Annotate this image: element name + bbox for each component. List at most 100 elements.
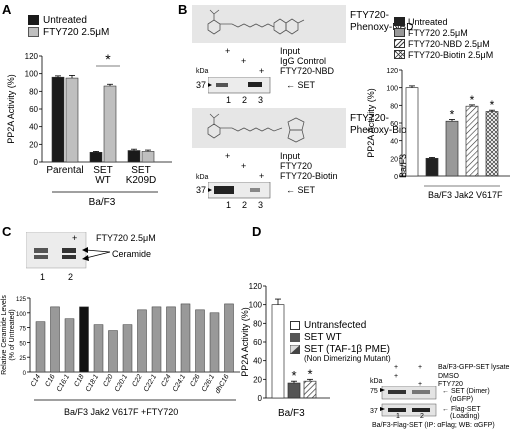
structure-biotin-label-1: FTY720- bbox=[350, 113, 389, 124]
y-tick-label: 75 bbox=[19, 327, 26, 333]
dblot-band1: ← SET (Dimer) bbox=[442, 388, 490, 395]
y-tick-label: 120 bbox=[249, 282, 263, 291]
bar bbox=[50, 306, 60, 373]
panel-b-legend: Untreated FTY720 2.5μM FTY720-NBD 2.5μM … bbox=[394, 16, 493, 60]
dblot-lane-1: 1 bbox=[396, 413, 400, 420]
bar bbox=[166, 306, 176, 373]
blot1-kda: kDa bbox=[196, 68, 209, 75]
y-axis-label: PP2A Activity (%) bbox=[6, 74, 16, 144]
y-tick-label: 40 bbox=[29, 123, 38, 132]
bar bbox=[445, 120, 459, 177]
legend-swatch-d-set-wt bbox=[290, 332, 300, 342]
panel-a-chart: 0 20 40 60 80 100 120 PP2A Activity (%) Parental… bbox=[6, 51, 172, 193]
dblot-marker-75: 75 bbox=[370, 388, 378, 395]
x-tick-label: K209D bbox=[126, 175, 157, 186]
bar bbox=[151, 306, 162, 373]
panel-c-x-caption: Ba/F3 Jak2 V617F +FTY720 bbox=[64, 407, 179, 417]
x-tick-label: C14 bbox=[30, 373, 43, 388]
bar bbox=[195, 309, 205, 373]
blot2-kda: kDa bbox=[196, 174, 209, 181]
y-tick-label: 0 bbox=[394, 174, 398, 181]
x-tick-label: C18:1 bbox=[85, 373, 100, 393]
blot1-plus-2: + bbox=[241, 56, 247, 66]
y-tick-label: 40 bbox=[390, 139, 398, 146]
y-axis-label: PP2A Activity (%) bbox=[240, 307, 250, 377]
legend-label: FTY720-NBD 2.5μM bbox=[408, 38, 490, 49]
fty720-nbd-structure-image bbox=[207, 9, 305, 35]
panel-d-legend: Untransfected SET WT SET (TAF-1β PME) (N… bbox=[290, 319, 391, 363]
y-tick-label: 100 bbox=[249, 301, 263, 310]
blot2-plus-2: + bbox=[241, 161, 247, 171]
legend-swatch-d-untransfected bbox=[290, 320, 300, 330]
x-tick-label: SET bbox=[93, 165, 112, 176]
legend-label: SET WT bbox=[304, 331, 342, 343]
legend-swatch-fty720 bbox=[28, 27, 39, 37]
blot2-plus-3: + bbox=[259, 171, 265, 181]
legend-label: FTY720 2.5μM bbox=[408, 27, 468, 38]
x-tick-label: C20:1 bbox=[114, 373, 129, 393]
x-tick-label: C16 bbox=[44, 373, 57, 388]
x-tick-label: C24 bbox=[160, 373, 173, 388]
legend-swatch-b-biotin bbox=[394, 50, 405, 59]
y-tick-label: 50 bbox=[19, 341, 26, 347]
panel-d-group-label: Ba/F3 bbox=[278, 408, 305, 419]
significance-star: * bbox=[470, 93, 475, 107]
dblot-plus-3: + bbox=[394, 373, 399, 380]
dblot-row-lysate: Ba/F3-GFP-SET lysate bbox=[438, 364, 510, 371]
blot2-lane-2: 2 bbox=[242, 200, 248, 210]
blot1-row-input: Input bbox=[280, 46, 301, 56]
structure-biotin-label-2: Phenoxy-Biotin bbox=[350, 125, 418, 136]
dblot-kda: kDa bbox=[370, 378, 383, 385]
bar bbox=[287, 382, 301, 399]
y-tick-label: 20 bbox=[29, 140, 38, 149]
y-tick-label: 80 bbox=[390, 103, 398, 110]
structure-nbd-label-1: FTY720- bbox=[350, 10, 389, 21]
y-tick-label: 0 bbox=[258, 394, 263, 403]
panel-c-chart: 0 25 50 75 100 125 Relative Ceramide Levels (% … bbox=[1, 295, 240, 401]
x-tick-label: C18 bbox=[73, 373, 86, 388]
blot1-band-text: SET bbox=[297, 80, 316, 90]
blot1-row-igg: IgG Control bbox=[280, 56, 327, 66]
bar bbox=[35, 321, 46, 373]
panel-label-b: B bbox=[178, 2, 188, 17]
dblot-band1-sub: (αGFP) bbox=[450, 396, 474, 403]
blot1-row-nbd: FTY720-NBD bbox=[280, 66, 335, 76]
tlc-plus: + bbox=[72, 233, 78, 243]
x-tick-label: C20 bbox=[102, 373, 115, 388]
bar bbox=[425, 157, 439, 177]
tlc-image bbox=[26, 232, 87, 269]
blot2-row-fty720: FTY720 bbox=[280, 161, 313, 171]
tlc-lane-2: 2 bbox=[68, 272, 74, 282]
legend-label: Untransfected bbox=[304, 319, 367, 331]
panel-b-x-label-1: Ba/F3 bbox=[398, 153, 408, 178]
dblot-plus-2: + bbox=[418, 364, 423, 371]
y-axis-label: Relative Ceramide Levels bbox=[1, 295, 8, 375]
dblot-band2: ← Flag-SET bbox=[442, 406, 481, 413]
x-tick-label: C22:1 bbox=[143, 373, 158, 393]
y-tick-label: 100 bbox=[16, 312, 27, 318]
dblot-image bbox=[380, 386, 437, 417]
y-tick-label: 25 bbox=[19, 356, 26, 362]
y-tick-label: 0 bbox=[23, 371, 27, 377]
panel-b-x-label-2: Ba/F3 Jak2 V617F bbox=[428, 190, 503, 200]
dblot-lane-2: 2 bbox=[420, 413, 424, 420]
bar bbox=[303, 380, 317, 399]
y-tick-label: 60 bbox=[390, 121, 398, 128]
tlc-lane-1: 1 bbox=[40, 272, 46, 282]
dblot-band2-text: Flag-SET bbox=[450, 406, 481, 413]
x-tick-label: C16:1 bbox=[56, 373, 71, 393]
blot1-lane-3: 3 bbox=[258, 95, 264, 105]
y-axis-label: PP2A Activity (%) bbox=[366, 88, 376, 158]
panel-a-group-label: Ba/F3 bbox=[88, 197, 116, 208]
panel-b-chart: 0 20 40 60 80 100 120 PP2A Activity (%) * * * bbox=[366, 68, 510, 187]
blot2-lane-1: 1 bbox=[226, 200, 232, 210]
legend-swatch-untreated bbox=[28, 15, 39, 25]
legend-swatch-d-set-pme bbox=[290, 344, 300, 354]
legend-label: SET (TAF-1β PME) bbox=[304, 343, 390, 355]
significance-star: * bbox=[450, 107, 455, 121]
blot2-band-text: SET bbox=[297, 185, 316, 195]
tlc-treatment: FTY720 2.5μM bbox=[96, 233, 156, 243]
fty720-biotin-structure-image bbox=[207, 113, 305, 143]
blot1-lane-2: 2 bbox=[242, 95, 248, 105]
blot1-plus-1: + bbox=[225, 46, 231, 56]
